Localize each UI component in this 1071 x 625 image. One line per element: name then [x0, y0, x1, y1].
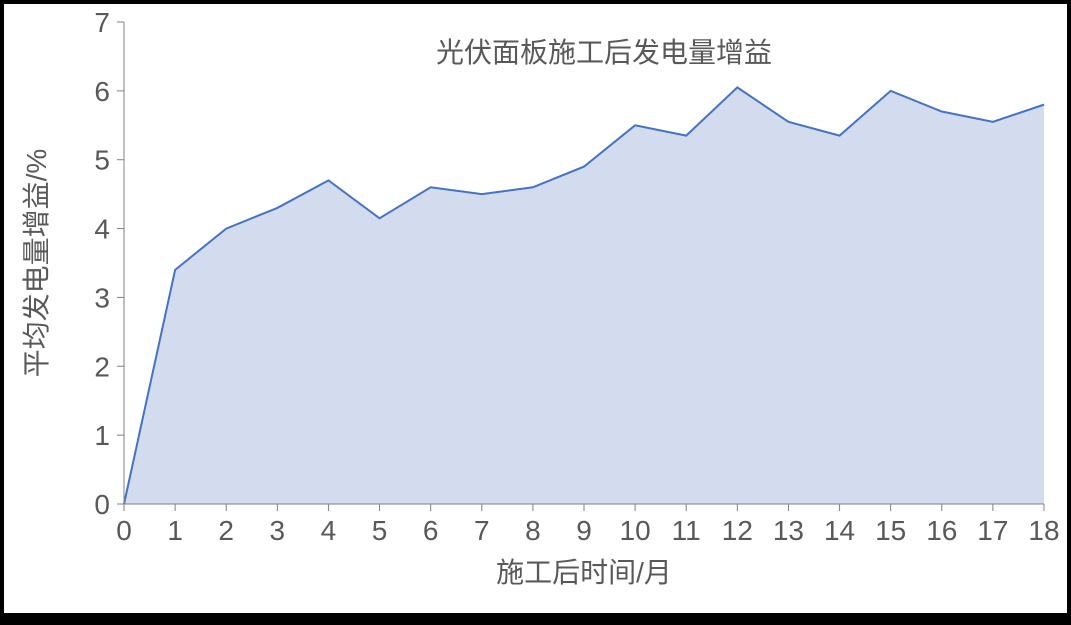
chart-container: 012345670123456789101112131415161718施工后时… [4, 4, 1067, 613]
y-tick-label: 6 [94, 76, 110, 107]
chart-svg: 012345670123456789101112131415161718施工后时… [4, 4, 1067, 613]
x-tick-label: 16 [926, 515, 957, 546]
x-tick-label: 13 [773, 515, 804, 546]
y-tick-label: 7 [94, 7, 110, 38]
area-fill [124, 87, 1044, 504]
x-tick-label: 10 [620, 515, 651, 546]
x-tick-label: 5 [372, 515, 388, 546]
y-tick-label: 5 [94, 145, 110, 176]
y-axis-title: 平均发电量增益/% [21, 149, 52, 378]
x-tick-label: 8 [525, 515, 541, 546]
x-tick-label: 1 [167, 515, 183, 546]
y-tick-label: 2 [94, 351, 110, 382]
chart: 012345670123456789101112131415161718施工后时… [4, 4, 1067, 613]
x-tick-label: 9 [576, 515, 592, 546]
y-tick-label: 1 [94, 420, 110, 451]
x-tick-label: 14 [824, 515, 855, 546]
x-tick-label: 18 [1028, 515, 1059, 546]
y-tick-label: 4 [94, 214, 110, 245]
x-tick-label: 6 [423, 515, 439, 546]
x-tick-label: 3 [270, 515, 286, 546]
y-tick-label: 3 [94, 282, 110, 313]
x-tick-label: 11 [672, 515, 701, 546]
chart-title: 光伏面板施工后发电量增益 [436, 37, 772, 68]
x-axis-title: 施工后时间/月 [496, 557, 672, 588]
x-tick-label: 7 [474, 515, 490, 546]
x-tick-label: 15 [875, 515, 906, 546]
x-tick-label: 2 [218, 515, 234, 546]
x-tick-label: 12 [722, 515, 753, 546]
x-tick-label: 17 [977, 515, 1008, 546]
x-tick-label: 4 [321, 515, 337, 546]
y-tick-label: 0 [94, 489, 110, 520]
x-tick-label: 0 [116, 515, 132, 546]
